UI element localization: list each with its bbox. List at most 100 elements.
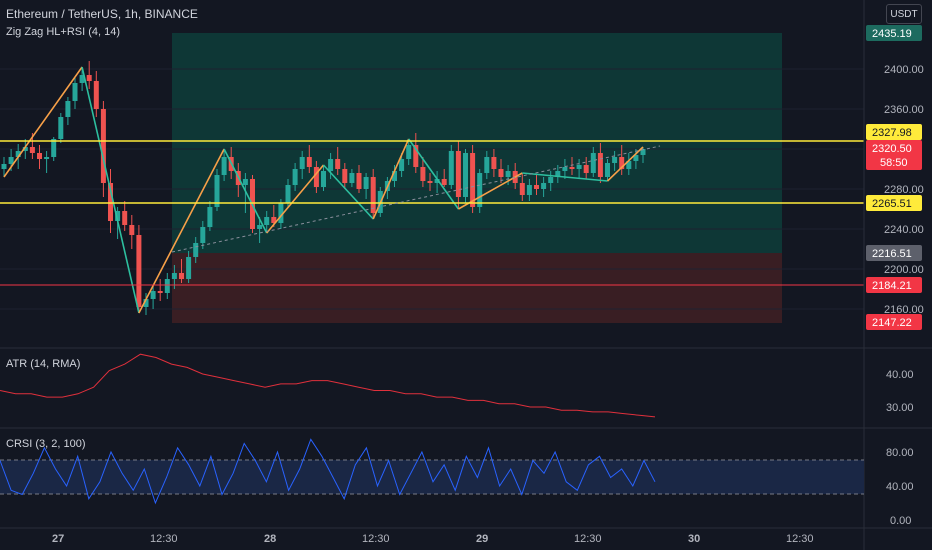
candle-body: [65, 101, 71, 117]
price-tag-upper-level[interactable]: 2327.98: [866, 124, 922, 140]
crsi-series: [0, 438, 656, 505]
candle-body: [427, 181, 433, 183]
svg-text:58:50: 58:50: [880, 157, 908, 169]
candle-body: [477, 173, 483, 207]
candle-body: [292, 169, 298, 185]
candle-body: [79, 75, 85, 83]
candle-body: [605, 163, 610, 177]
candle-body: [100, 109, 106, 183]
price-tag-bottom-zone[interactable]: 2147.22: [866, 314, 922, 330]
candle-body: [484, 157, 490, 173]
candle-body: [406, 145, 412, 159]
candle-body: [569, 167, 575, 169]
candle-body: [51, 139, 57, 157]
candle-body: [335, 159, 341, 169]
price-tag-mid-zone[interactable]: 2216.51: [866, 245, 922, 261]
candle-body: [640, 149, 646, 155]
svg-text:2265.51: 2265.51: [872, 198, 912, 210]
price-tag-top-zone[interactable]: 2435.19: [866, 25, 922, 41]
svg-text:2327.98: 2327.98: [872, 127, 912, 139]
candle-body: [505, 171, 511, 177]
time-tick: 30: [688, 533, 700, 545]
crsi-band: [0, 460, 864, 494]
candle-body: [29, 147, 35, 153]
candle-body: [441, 179, 447, 185]
candle-body: [626, 161, 632, 169]
candle-body: [122, 211, 128, 225]
svg-text:2184.21: 2184.21: [872, 280, 912, 292]
candle-body: [576, 165, 582, 169]
candle-body: [278, 203, 284, 223]
price-tag-red-line[interactable]: 2184.21: [866, 277, 922, 293]
candle-body: [612, 157, 618, 163]
svg-text:2216.51: 2216.51: [872, 248, 912, 260]
zigzag-segment: [606, 146, 644, 182]
candle-body: [313, 167, 319, 187]
candle-body: [221, 157, 227, 175]
candle-body: [179, 273, 184, 279]
candle-body: [242, 179, 248, 185]
currency-selector[interactable]: USDT: [886, 4, 922, 24]
candle-body: [22, 147, 28, 151]
candle-body: [299, 157, 305, 169]
candle-body: [562, 167, 568, 171]
candle-body: [86, 75, 92, 81]
zigzag-segment: [322, 164, 374, 220]
zigzag-segment: [3, 66, 83, 178]
indicator-legend[interactable]: Zig Zag HL+RSI (4, 14): [6, 26, 121, 38]
candle-body: [399, 159, 405, 171]
candle-body: [370, 177, 376, 213]
long-stop-zone[interactable]: [172, 253, 782, 323]
price-tag-last-price[interactable]: 2320.50 58:50: [866, 140, 922, 170]
candle-body: [186, 257, 192, 279]
candle-body: [597, 153, 603, 177]
candle-body: [448, 151, 454, 185]
crsi-tick: 80.00: [886, 447, 914, 459]
candle-body: [171, 273, 177, 279]
price-tick: 2360.00: [884, 104, 924, 116]
zigzag-segment: [266, 164, 325, 234]
candle-body: [1, 164, 7, 169]
crsi-legend[interactable]: CRSI (3, 2, 100): [6, 438, 86, 450]
candle-body: [420, 167, 426, 181]
price-tag-lower-level[interactable]: 2265.51: [866, 195, 922, 211]
time-tick: 29: [476, 533, 488, 545]
candle-body: [519, 183, 525, 195]
atr-tick: 40.00: [886, 369, 914, 381]
zigzag-segment: [372, 138, 410, 220]
candle-body: [285, 185, 291, 203]
atr-legend[interactable]: ATR (14, RMA): [6, 358, 81, 370]
zigzag-segment: [223, 148, 268, 234]
time-tick: 28: [264, 533, 276, 545]
candle-body: [200, 227, 206, 243]
candle-body: [72, 83, 78, 101]
zigzag-segment: [522, 172, 608, 182]
candle-body: [328, 159, 334, 171]
candle-body: [321, 171, 326, 187]
price-tick: 2280.00: [884, 184, 924, 196]
time-tick: 12:30: [786, 533, 814, 545]
candle-body: [356, 173, 362, 189]
atr-series: [0, 353, 656, 418]
crsi-tick: 40.00: [886, 481, 914, 493]
candle-body: [590, 153, 596, 173]
price-tick: 2240.00: [884, 224, 924, 236]
candle-body: [392, 171, 397, 181]
price-tick: 2160.00: [884, 304, 924, 316]
candle-body: [157, 291, 163, 293]
long-profit-zone[interactable]: [172, 33, 782, 253]
crsi-tick: 0.00: [890, 515, 911, 527]
candle-body: [413, 145, 419, 167]
candle-body: [37, 153, 42, 159]
candle-body: [193, 243, 199, 257]
svg-text:2147.22: 2147.22: [872, 317, 912, 329]
candle-body: [129, 225, 135, 235]
candle-body: [136, 235, 142, 307]
zigzag-segment: [81, 66, 140, 314]
svg-text:2320.50: 2320.50: [872, 143, 912, 155]
time-tick: 12:30: [362, 533, 390, 545]
candle-body: [115, 211, 121, 221]
symbol-legend[interactable]: Ethereum / TetherUS, 1h, BINANCE: [6, 7, 198, 21]
grid-lines: [0, 68, 864, 310]
